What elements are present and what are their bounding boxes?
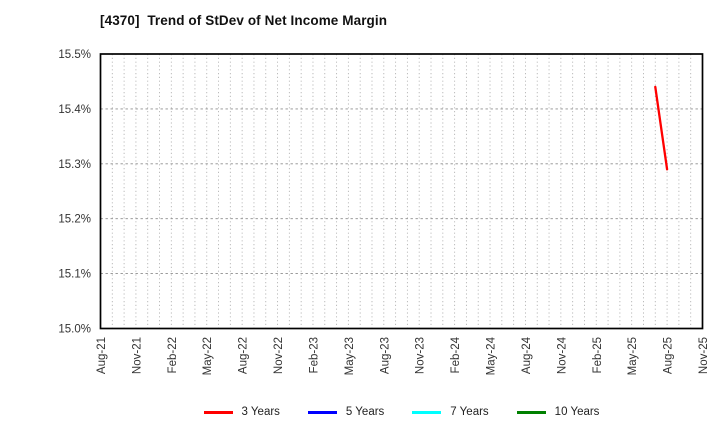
legend-swatch-5-years [307, 410, 337, 414]
x-tick-label: May-22 [202, 337, 214, 375]
x-tick-label: Aug-23 [379, 337, 391, 374]
legend-label-7-years: 7 Years [450, 406, 489, 418]
y-tick-label: 15.1% [58, 269, 91, 281]
plot-border [99, 53, 704, 330]
x-tick-label: Aug-24 [521, 336, 533, 374]
legend-swatch-7-years [412, 410, 442, 414]
y-tick-label: 15.2% [58, 214, 91, 226]
legend-label-3-years: 3 Years [241, 406, 280, 418]
x-tick-label: Aug-22 [238, 337, 250, 374]
x-tick-label: May-24 [486, 336, 498, 375]
x-tick-label: Aug-25 [663, 337, 675, 374]
legend-item-5-years: 5 Years [307, 406, 385, 419]
y-tick-label: 15.5% [58, 49, 91, 61]
x-tick-label: May-23 [344, 337, 356, 375]
x-tick-label: Nov-24 [556, 336, 568, 374]
y-tick-label: 15.4% [58, 104, 91, 116]
x-tick-label: Nov-22 [273, 337, 285, 374]
x-tick-label: Aug-21 [96, 337, 108, 374]
legend-item-3-years: 3 Years [203, 406, 280, 419]
y-tick-label: 15.0% [58, 324, 91, 336]
x-tick-label: Nov-25 [698, 337, 710, 374]
legend-item-10-years: 10 Years [516, 406, 600, 419]
x-tick-label: Feb-22 [167, 337, 179, 373]
x-tick-label: Feb-25 [592, 337, 604, 373]
legend-swatch-3-years [203, 410, 233, 414]
legend: 3 Years 5 Years 7 Years 10 Years [100, 406, 703, 419]
legend-swatch-10-years [516, 410, 546, 414]
x-tick-label: Nov-23 [415, 337, 427, 374]
series-line-3-years [654, 85, 669, 171]
legend-label-5-years: 5 Years [345, 406, 385, 418]
y-tick-label: 15.3% [58, 159, 91, 171]
x-tick-label: Feb-24 [450, 336, 462, 373]
chart-title: [4370] Trend of StDev of Net Income Marg… [100, 13, 388, 28]
legend-item-7-years: 7 Years [412, 406, 489, 419]
x-tick-label: May-25 [627, 337, 639, 375]
x-tick-label: Feb-23 [308, 337, 320, 373]
legend-label-10-years: 10 Years [554, 406, 600, 418]
x-tick-label: Nov-21 [131, 337, 143, 374]
